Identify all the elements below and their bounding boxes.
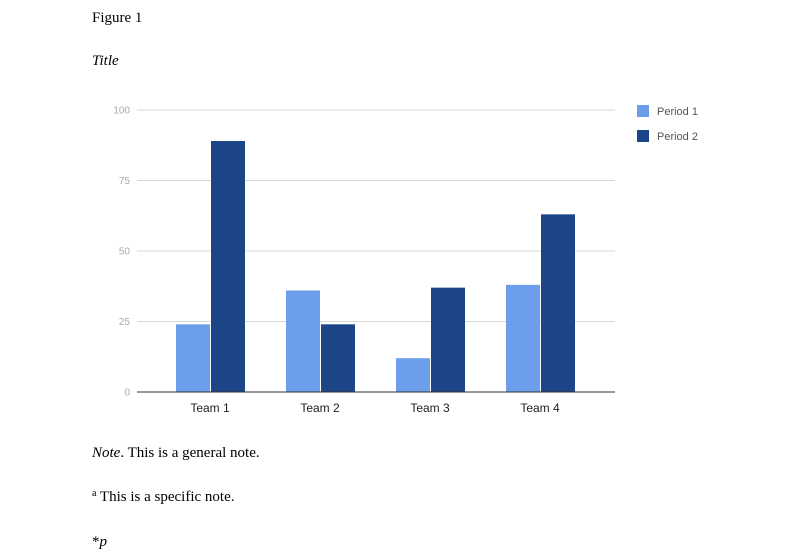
y-tick-label: 100 [113, 106, 130, 117]
y-tick-label: 50 [119, 247, 131, 258]
bar [396, 358, 430, 392]
bar [506, 284, 540, 392]
x-tick-label: Team 3 [410, 401, 450, 415]
note-text: . This is a general note. [120, 445, 259, 461]
note-symbol: p [99, 534, 108, 550]
note-text: This is a specific note. [96, 489, 234, 505]
y-tick-label: 75 [119, 176, 131, 187]
legend-label: Period 2 [657, 131, 698, 143]
y-tick-label: 0 [124, 388, 130, 399]
legend-swatch [637, 105, 649, 117]
note-label: Note [91, 445, 121, 461]
bar [431, 287, 465, 392]
bar [286, 290, 320, 392]
bar [321, 324, 355, 392]
figure-title: Title [92, 53, 119, 69]
x-tick-label: Team 2 [300, 401, 340, 415]
general-note: Note. This is a general note. [91, 445, 260, 461]
specific-note: a This is a specific note. [92, 488, 234, 505]
bar [176, 324, 210, 392]
note-marker: * [92, 534, 100, 550]
x-tick-label: Team 4 [520, 401, 560, 415]
probability-note: *p [92, 534, 108, 550]
figure-label: Figure 1 [92, 10, 142, 26]
bar [211, 141, 245, 392]
y-tick-label: 25 [119, 317, 131, 328]
note-marker: a [92, 488, 97, 499]
bar [541, 214, 575, 392]
x-tick-label: Team 1 [190, 401, 230, 415]
legend-swatch [637, 130, 649, 142]
legend-label: Period 1 [657, 106, 698, 118]
